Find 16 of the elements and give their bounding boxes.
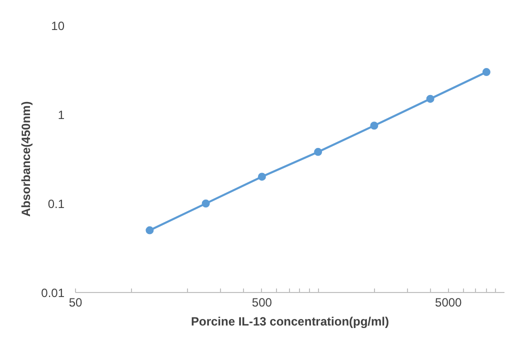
x-tick-label: 500	[252, 296, 272, 310]
y-tick-label: 10	[51, 19, 65, 33]
x-axis-title: Porcine IL-13 concentration(pg/ml)	[190, 314, 390, 328]
point	[314, 148, 322, 156]
y-tick-label: 0.1	[48, 197, 65, 211]
y-tick-label: 0.01	[41, 286, 65, 300]
point	[146, 226, 154, 234]
point	[258, 172, 266, 181]
point	[482, 68, 490, 76]
x-tick-label: 50	[68, 296, 82, 310]
y-axis-title: Absorbance(450nm)	[19, 101, 34, 217]
y-tick-label: 1	[58, 108, 65, 122]
point	[202, 200, 210, 208]
point	[370, 122, 378, 130]
point	[426, 94, 434, 103]
x-tick-label: 5000	[435, 296, 462, 310]
